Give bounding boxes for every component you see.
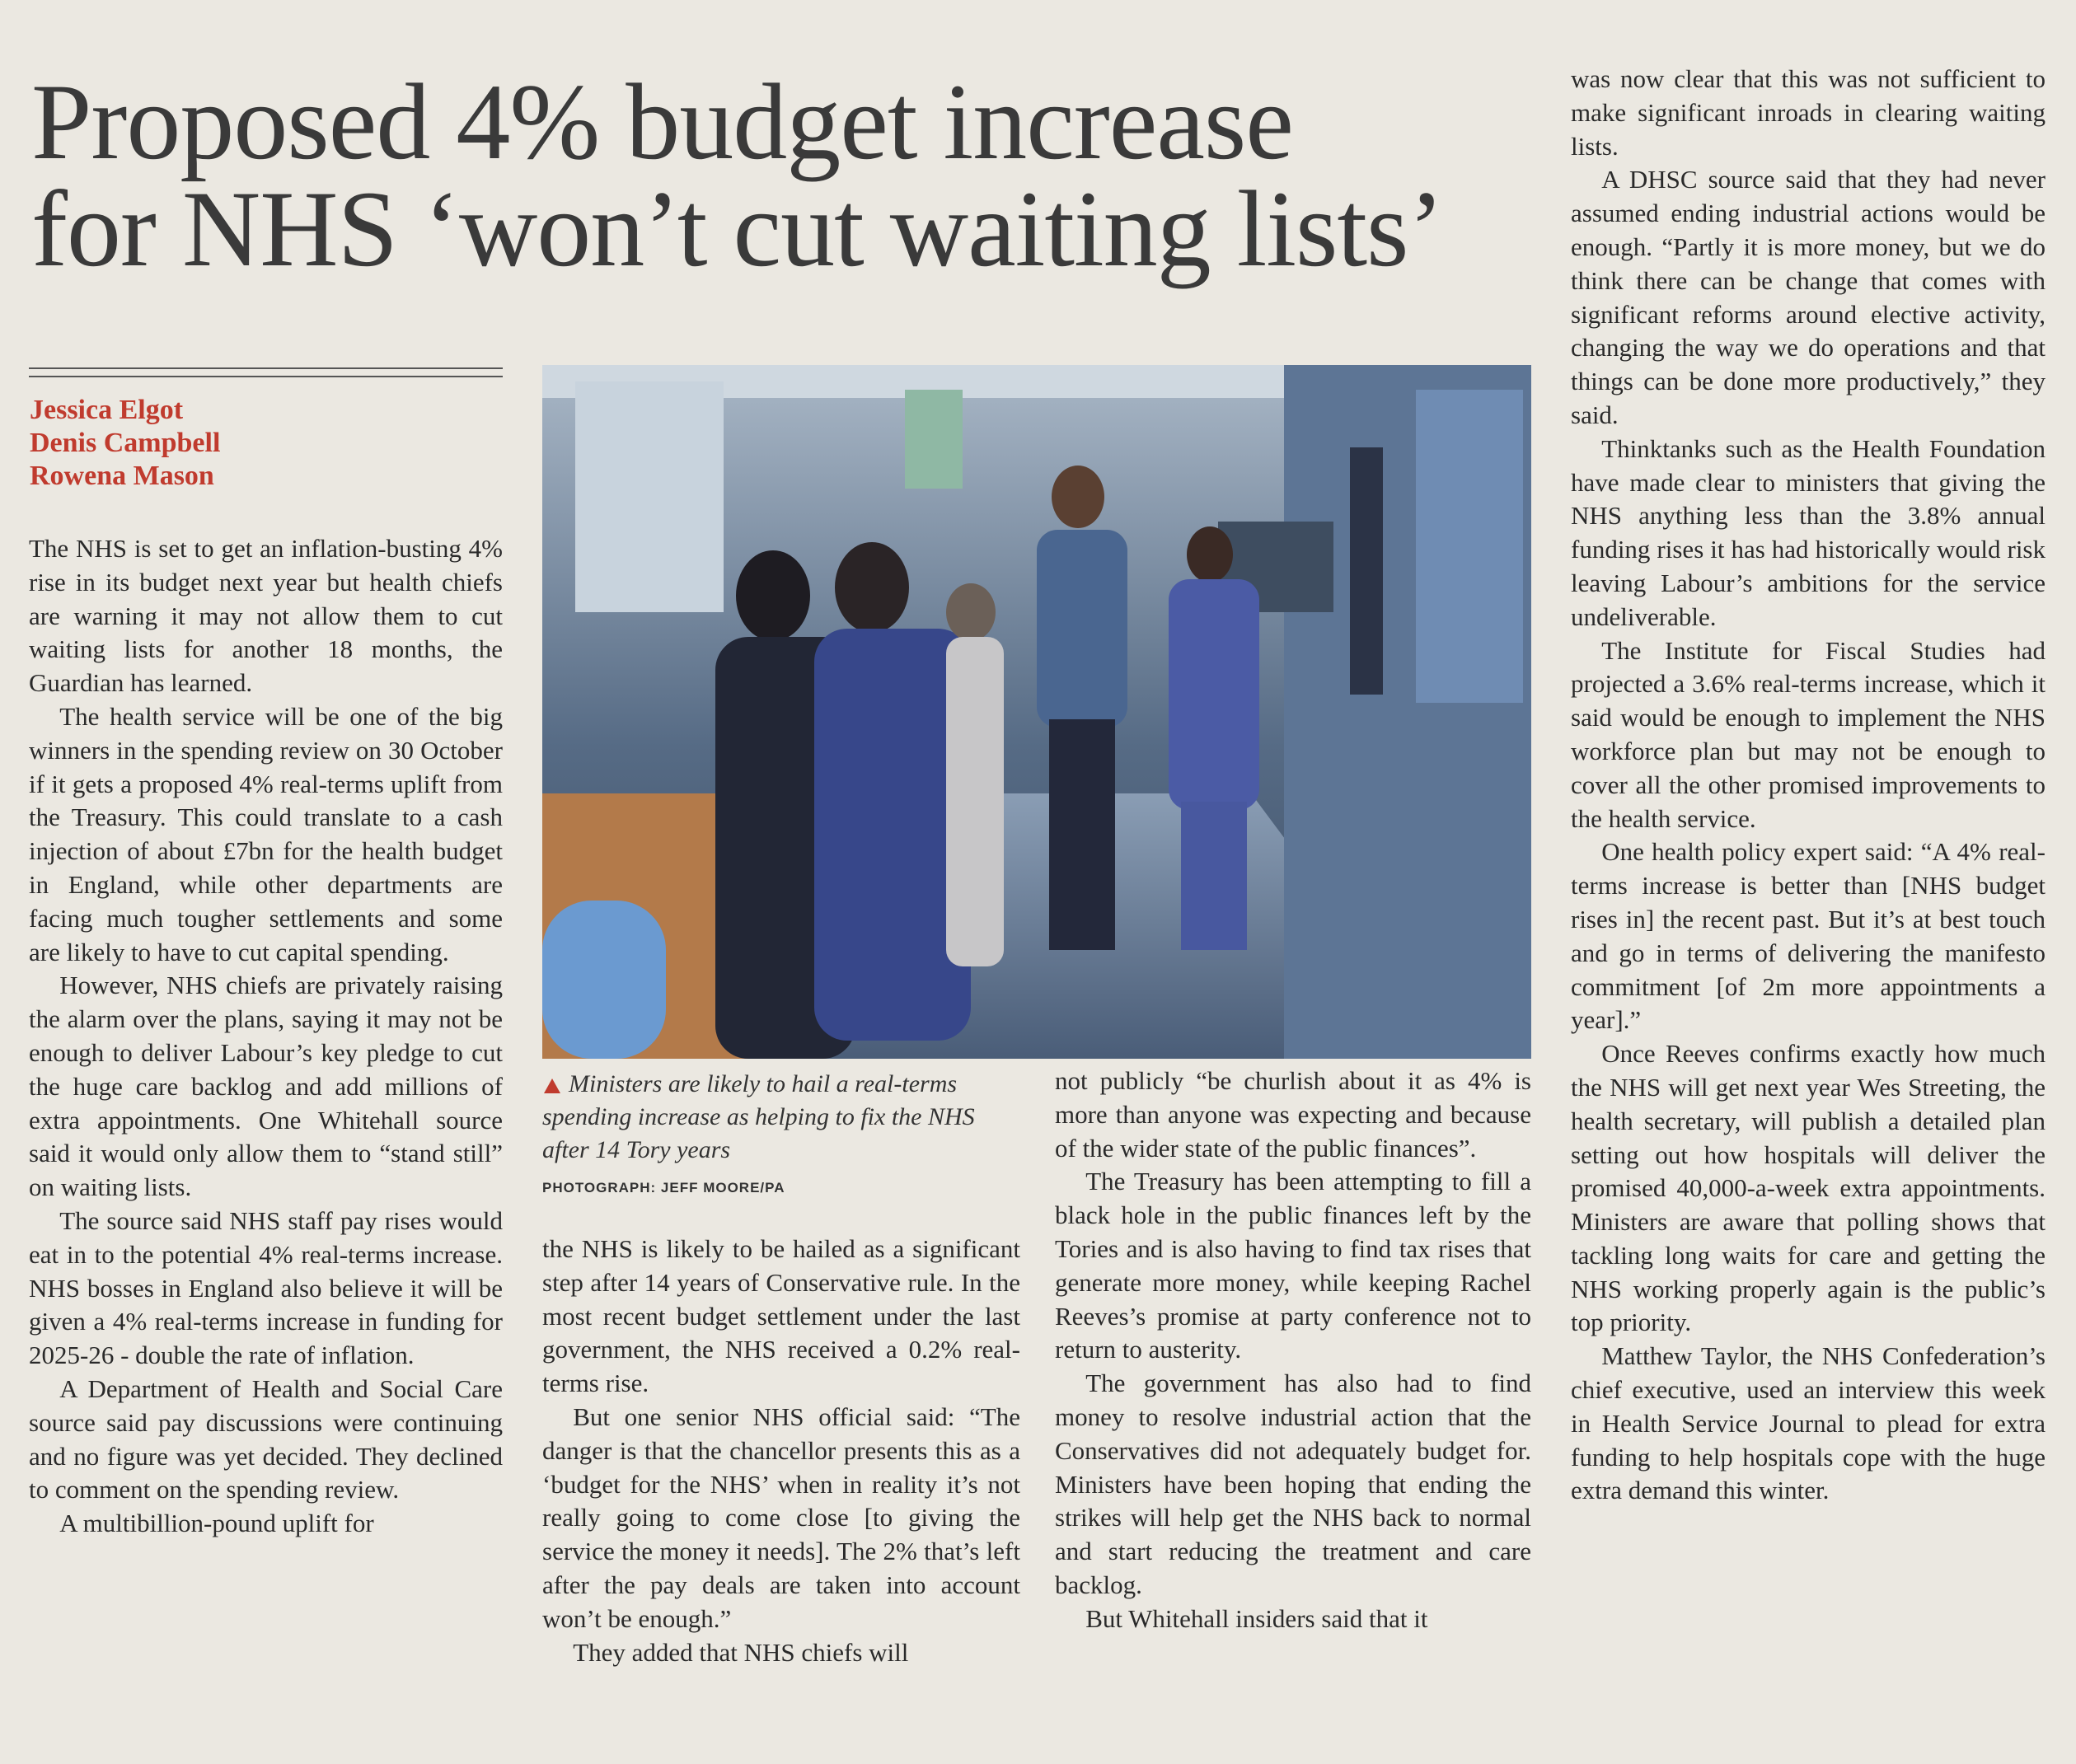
paragraph: But Whitehall insiders said that it xyxy=(1085,1603,1428,1633)
rule xyxy=(29,367,503,369)
paragraph: the NHS is likely to be hailed as a sign… xyxy=(542,1234,1020,1398)
caption-marker xyxy=(544,1079,560,1093)
paragraph: The NHS is set to get an inflation-busti… xyxy=(29,534,503,698)
column: The NHS is set to get an inflation-busti… xyxy=(29,532,503,1743)
headline: for NHS ‘won’t cut waiting lists’ xyxy=(31,168,1444,289)
column: the NHS is likely to be hailed as a sign… xyxy=(542,1233,1020,1743)
paragraph: Matthew Taylor, the NHS Confederation’s … xyxy=(1571,1341,2046,1505)
caption-text: Ministers are likely to hail a real-term… xyxy=(542,1070,975,1163)
paragraph: A Department of Health and Social Care s… xyxy=(29,1373,503,1504)
paragraph: not publicly “be churlish about it as 4%… xyxy=(1055,1066,1531,1163)
byline: Denis Campbell xyxy=(30,428,221,458)
paragraph: But one senior NHS official said: “The d… xyxy=(542,1401,1020,1633)
paragraph: The Institute for Fiscal Studies had pro… xyxy=(1571,635,2046,833)
column: was now clear that this was not sufficie… xyxy=(1571,63,2046,1743)
photo-credit: PHOTOGRAPH: JEFF MOORE/PA xyxy=(542,1180,785,1195)
headline: Proposed 4% budget increase xyxy=(31,61,1294,182)
paragraph: However, NHS chiefs are privately raisin… xyxy=(29,971,503,1202)
byline: Jessica Elgot xyxy=(30,395,184,425)
rule xyxy=(29,376,503,377)
paragraph: The source said NHS staff pay rises woul… xyxy=(29,1205,503,1370)
photo xyxy=(542,365,1531,1059)
paragraph: The health service will be one of the bi… xyxy=(29,701,503,966)
paragraph: One health policy expert said: “A 4% rea… xyxy=(1571,837,2046,1035)
paragraph: Once Reeves confirms exactly how much th… xyxy=(1571,1039,2046,1337)
column: not publicly “be churlish about it as 4%… xyxy=(1055,1064,1531,1743)
byline: Rowena Mason xyxy=(30,461,214,491)
paragraph: The government has also had to find mone… xyxy=(1055,1369,1531,1599)
paragraph: They added that NHS chiefs will xyxy=(573,1637,909,1667)
caption: Ministers are likely to hail a real-term… xyxy=(542,1068,1020,1167)
paragraph: A DHSC source said that they had never a… xyxy=(1571,165,2046,429)
paragraph: A multibillion-pound uplift for xyxy=(59,1509,374,1538)
paragraph: The Treasury has been attempting to fill… xyxy=(1055,1167,1531,1364)
paragraph: was now clear that this was not sufficie… xyxy=(1571,64,2046,161)
paragraph: Thinktanks such as the Health Foundation… xyxy=(1571,433,2046,631)
